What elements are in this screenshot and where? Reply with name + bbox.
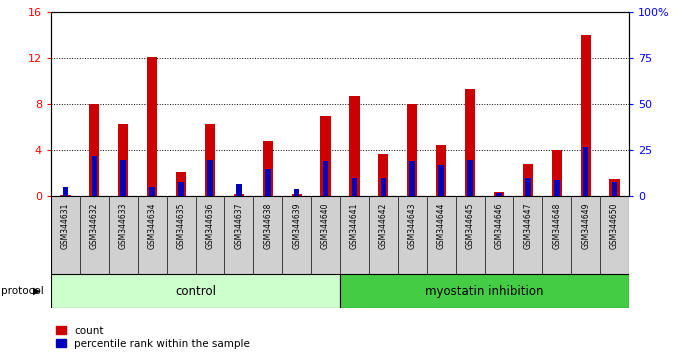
- Text: GSM344644: GSM344644: [437, 203, 445, 249]
- Text: GSM344637: GSM344637: [235, 203, 243, 249]
- Bar: [378, 154, 388, 196]
- Legend: count, percentile rank within the sample: count, percentile rank within the sample: [56, 326, 250, 349]
- Text: GSM344643: GSM344643: [408, 203, 417, 249]
- Text: GSM344638: GSM344638: [263, 203, 272, 249]
- Bar: [176, 172, 186, 196]
- Text: protocol: protocol: [1, 286, 44, 296]
- Bar: [352, 178, 357, 196]
- Bar: [323, 161, 328, 196]
- Bar: [612, 182, 617, 196]
- Text: GSM344642: GSM344642: [379, 203, 388, 249]
- Bar: [207, 160, 213, 196]
- Bar: [465, 90, 475, 196]
- Bar: [467, 160, 473, 196]
- Bar: [409, 161, 415, 196]
- Text: GSM344650: GSM344650: [610, 203, 619, 249]
- Bar: [92, 156, 97, 196]
- Bar: [205, 124, 215, 196]
- Text: GSM344649: GSM344649: [581, 203, 590, 249]
- Bar: [178, 182, 184, 196]
- Bar: [525, 178, 530, 196]
- Bar: [150, 187, 155, 196]
- Bar: [581, 35, 591, 196]
- Bar: [118, 124, 129, 196]
- Text: ▶: ▶: [33, 286, 40, 296]
- Bar: [262, 141, 273, 196]
- Bar: [583, 147, 588, 196]
- Text: GSM344648: GSM344648: [552, 203, 561, 249]
- Bar: [350, 96, 360, 196]
- Bar: [51, 274, 340, 308]
- Text: GSM344634: GSM344634: [148, 203, 156, 249]
- Bar: [120, 160, 126, 196]
- Text: GSM344645: GSM344645: [466, 203, 475, 249]
- Bar: [61, 195, 71, 196]
- Bar: [523, 164, 533, 196]
- Bar: [292, 194, 302, 196]
- Text: GSM344641: GSM344641: [350, 203, 359, 249]
- Bar: [234, 194, 244, 196]
- Bar: [89, 104, 99, 196]
- Text: control: control: [175, 285, 216, 298]
- Text: GSM344635: GSM344635: [177, 203, 186, 249]
- Bar: [609, 179, 619, 196]
- Text: GSM344633: GSM344633: [119, 203, 128, 249]
- Bar: [294, 189, 299, 196]
- Bar: [320, 116, 330, 196]
- Bar: [63, 187, 68, 196]
- Text: myostatin inhibition: myostatin inhibition: [425, 285, 544, 298]
- Bar: [407, 104, 418, 196]
- Text: GSM344646: GSM344646: [494, 203, 503, 249]
- Bar: [265, 169, 271, 196]
- Bar: [236, 184, 241, 196]
- Text: GSM344632: GSM344632: [90, 203, 99, 249]
- Bar: [494, 192, 504, 196]
- Bar: [496, 193, 502, 196]
- Text: GSM344647: GSM344647: [524, 203, 532, 249]
- Bar: [436, 145, 446, 196]
- Bar: [340, 274, 629, 308]
- Text: GSM344636: GSM344636: [205, 203, 214, 249]
- Text: GSM344640: GSM344640: [321, 203, 330, 249]
- Bar: [554, 180, 560, 196]
- Text: GSM344631: GSM344631: [61, 203, 70, 249]
- Bar: [439, 165, 444, 196]
- Bar: [551, 150, 562, 196]
- Bar: [147, 57, 157, 196]
- Bar: [381, 178, 386, 196]
- Text: GSM344639: GSM344639: [292, 203, 301, 249]
